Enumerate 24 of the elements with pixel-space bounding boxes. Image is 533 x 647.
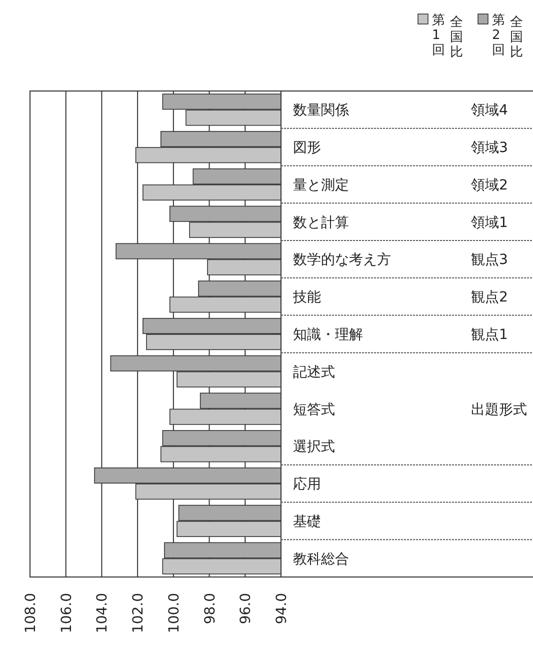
y-tick-label: 選択式 — [293, 439, 335, 456]
legend-label: 第2回全国比 — [492, 13, 523, 60]
x-tick-label: 108.0 — [23, 593, 39, 634]
category-label: 数と計算 領域1 — [293, 214, 508, 231]
category-label: 量と測定 領域2 — [293, 177, 508, 194]
y-tick-label: 短答式 — [293, 402, 335, 418]
x-tick-label: 100.0 — [166, 593, 182, 634]
y-tick-label: 記述式 — [293, 364, 335, 380]
category-label: 技能 観点2 — [293, 290, 508, 306]
x-tick-label: 102.0 — [130, 593, 147, 634]
y-tick-label: 応用 — [293, 476, 321, 493]
text: 出題形式 — [471, 402, 527, 418]
x-tick-label: 106.0 — [58, 593, 75, 634]
category-label: 数学的な考え方 観点3 — [293, 252, 508, 268]
y-tick-label: 基礎 — [293, 514, 321, 530]
x-tick-label: 104.0 — [94, 593, 111, 634]
category-label: 数量関係 領域4 — [293, 102, 508, 119]
legend-label: 第1回全国比 — [432, 13, 463, 60]
x-tick-label: 94.0 — [274, 593, 290, 624]
x-tick-label: 96.0 — [238, 593, 254, 624]
category-label: 図形 領域3 — [293, 140, 508, 156]
category-label: 知識・理解 観点1 — [293, 327, 508, 343]
x-tick-label: 98.0 — [202, 593, 218, 624]
y-tick-label: 教科総合 — [293, 551, 349, 568]
